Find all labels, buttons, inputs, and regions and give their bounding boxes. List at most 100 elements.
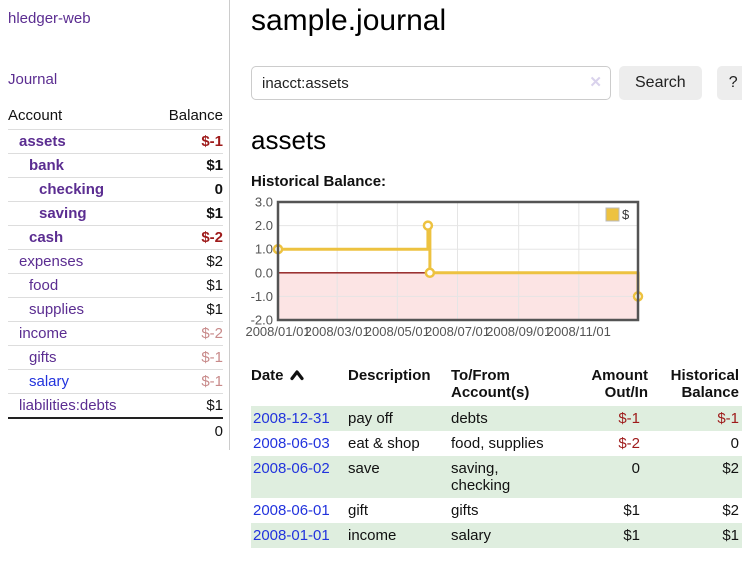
register-table: Date Description To/From Account(s) Amou… bbox=[251, 365, 742, 548]
account-name-cell: expenses bbox=[8, 250, 151, 274]
account-name-cell: cash bbox=[8, 226, 151, 250]
account-row: income $-2 bbox=[8, 321, 223, 346]
historical-balance-chart[interactable]: $3.0 2.0 1.0 0.0 -1.0 -2.0 2008/01/01 2008/03/0… bbox=[245, 195, 737, 345]
account-link[interactable]: bank bbox=[29, 157, 65, 174]
transaction-balance: $2 bbox=[722, 502, 739, 519]
account-row: food $1 bbox=[8, 273, 223, 298]
sidebar-nav: Journal bbox=[8, 71, 223, 88]
transaction-row[interactable]: 2008-01-01 income salary $1 $1 bbox=[251, 523, 742, 548]
account-name-cell: saving bbox=[8, 202, 151, 226]
transaction-accounts: debts bbox=[451, 406, 563, 431]
sidebar: hledger-web Journal Account Balance asse… bbox=[0, 0, 230, 450]
data-point-marker[interactable] bbox=[424, 267, 436, 279]
search-input[interactable] bbox=[251, 66, 611, 100]
account-balance: $1 bbox=[206, 157, 223, 174]
account-link[interactable]: checking bbox=[39, 181, 105, 198]
col-description: Description bbox=[348, 367, 431, 384]
legend-swatch bbox=[605, 207, 620, 222]
account-link[interactable]: assets bbox=[19, 133, 66, 150]
account-balance: $1 bbox=[206, 301, 223, 318]
account-link[interactable]: cash bbox=[29, 229, 64, 246]
transaction-balance: $2 bbox=[648, 456, 742, 498]
transaction-row[interactable]: 2008-06-01 gift gifts $1 $2 bbox=[251, 498, 742, 523]
accounts-total-row: 0 bbox=[8, 417, 223, 444]
transaction-date-link[interactable]: 2008-01-01 bbox=[253, 527, 330, 544]
account-balance: $-2 bbox=[201, 325, 223, 342]
x-axis-tick-label: 2008/01/01 bbox=[245, 324, 310, 339]
transaction-description: gift bbox=[348, 502, 369, 519]
x-axis-tick-label: 2008/09/01 bbox=[486, 324, 551, 339]
clear-search-icon[interactable]: ✕ bbox=[589, 74, 602, 91]
account-row: supplies $1 bbox=[8, 297, 223, 322]
transaction-description: pay off bbox=[348, 406, 451, 431]
account-link[interactable]: salary bbox=[29, 373, 70, 390]
transaction-description: income bbox=[348, 523, 451, 548]
transaction-description: save bbox=[348, 456, 451, 498]
transaction-date-link[interactable]: 2008-06-03 bbox=[253, 435, 330, 452]
account-name-cell: food bbox=[8, 274, 151, 298]
y-axis-tick-label: 2.0 bbox=[255, 218, 273, 233]
chart-svg: $3.0 2.0 1.0 0.0 -1.0 -2.02008/01/012008/03/0… bbox=[245, 195, 644, 339]
account-link[interactable]: saving bbox=[39, 205, 87, 222]
help-button[interactable]: ? bbox=[716, 66, 742, 100]
transaction-accounts: food, supplies bbox=[451, 435, 544, 452]
account-row: expenses $2 bbox=[8, 249, 223, 274]
account-balance: $-1 bbox=[201, 373, 223, 390]
transaction-amount: $1 bbox=[563, 523, 648, 548]
account-link[interactable]: gifts bbox=[29, 349, 57, 366]
nav-journal-link[interactable]: Journal bbox=[8, 71, 58, 88]
transaction-date-link[interactable]: 2008-12-31 bbox=[253, 410, 330, 427]
transaction-date-cell: 2008-01-01 bbox=[251, 523, 348, 548]
account-balance: $1 bbox=[206, 205, 223, 222]
search-form: ✕ Search ? bbox=[251, 66, 742, 100]
transaction-row[interactable]: 2008-12-31 pay off debts $-1 $-1 bbox=[251, 406, 742, 431]
transaction-amount: $-1 bbox=[563, 406, 648, 431]
account-row: gifts $-1 bbox=[8, 345, 223, 370]
transaction-balance: $-1 bbox=[648, 406, 742, 431]
transaction-balance: 0 bbox=[730, 435, 739, 452]
transaction-date-link[interactable]: 2008-06-01 bbox=[253, 502, 330, 519]
account-name-cell: salary bbox=[8, 370, 151, 394]
transaction-balance: $1 bbox=[648, 523, 742, 548]
account-row: checking 0 bbox=[8, 177, 223, 202]
transaction-date-cell: 2008-12-31 bbox=[251, 406, 348, 431]
data-point-marker[interactable] bbox=[422, 220, 434, 231]
account-link[interactable]: income bbox=[19, 325, 68, 342]
account-link[interactable]: food bbox=[29, 277, 59, 294]
transaction-date-cell: 2008-06-01 bbox=[251, 498, 348, 523]
account-link[interactable]: liabilities:debts bbox=[19, 397, 117, 414]
account-balance: $2 bbox=[206, 253, 223, 270]
account-row: liabilities:debts $1 bbox=[8, 393, 223, 419]
transaction-accounts: salary bbox=[451, 523, 563, 548]
col-date-label: Date bbox=[251, 367, 284, 384]
transaction-row[interactable]: 2008-06-02 save saving, checking 0 $2 bbox=[251, 456, 742, 498]
col-date[interactable]: Date bbox=[251, 365, 348, 406]
account-row: bank $1 bbox=[8, 153, 223, 178]
x-axis-tick-label: 2008/03/01 bbox=[305, 324, 370, 339]
brand: hledger-web bbox=[8, 10, 223, 27]
transaction-accounts: saving, checking bbox=[451, 456, 563, 498]
account-row: saving $1 bbox=[8, 201, 223, 226]
brand-link[interactable]: hledger-web bbox=[8, 10, 91, 27]
account-row: cash $-2 bbox=[8, 225, 223, 250]
account-balance: $1 bbox=[206, 277, 223, 294]
x-axis-tick-label: 2008/05/01 bbox=[365, 324, 430, 339]
accounts-table: Account Balance assets $-1 bank $1 checking 0… bbox=[8, 100, 223, 444]
y-axis-tick-label: 3.0 bbox=[255, 195, 273, 210]
transaction-amount: 0 bbox=[563, 456, 648, 498]
accounts-header-balance: Balance bbox=[168, 107, 223, 124]
chart-title: Historical Balance: bbox=[251, 173, 387, 190]
legend-label: $ bbox=[622, 207, 630, 222]
account-name-cell: assets bbox=[8, 130, 151, 154]
account-link[interactable]: expenses bbox=[19, 253, 84, 270]
x-axis-tick-label: 2008/11/01 bbox=[547, 324, 611, 339]
account-heading: assets bbox=[251, 125, 327, 155]
search-button[interactable]: Search bbox=[619, 66, 702, 100]
transaction-date-link[interactable]: 2008-06-02 bbox=[253, 460, 330, 477]
y-axis-tick-label: 1.0 bbox=[255, 242, 273, 257]
account-balance: 0 bbox=[214, 181, 223, 198]
transaction-row[interactable]: 2008-06-03 eat & shop food, supplies $-2 0 bbox=[251, 431, 742, 456]
x-axis-tick-label: 2008/07/01 bbox=[425, 324, 490, 339]
account-link[interactable]: supplies bbox=[29, 301, 85, 318]
